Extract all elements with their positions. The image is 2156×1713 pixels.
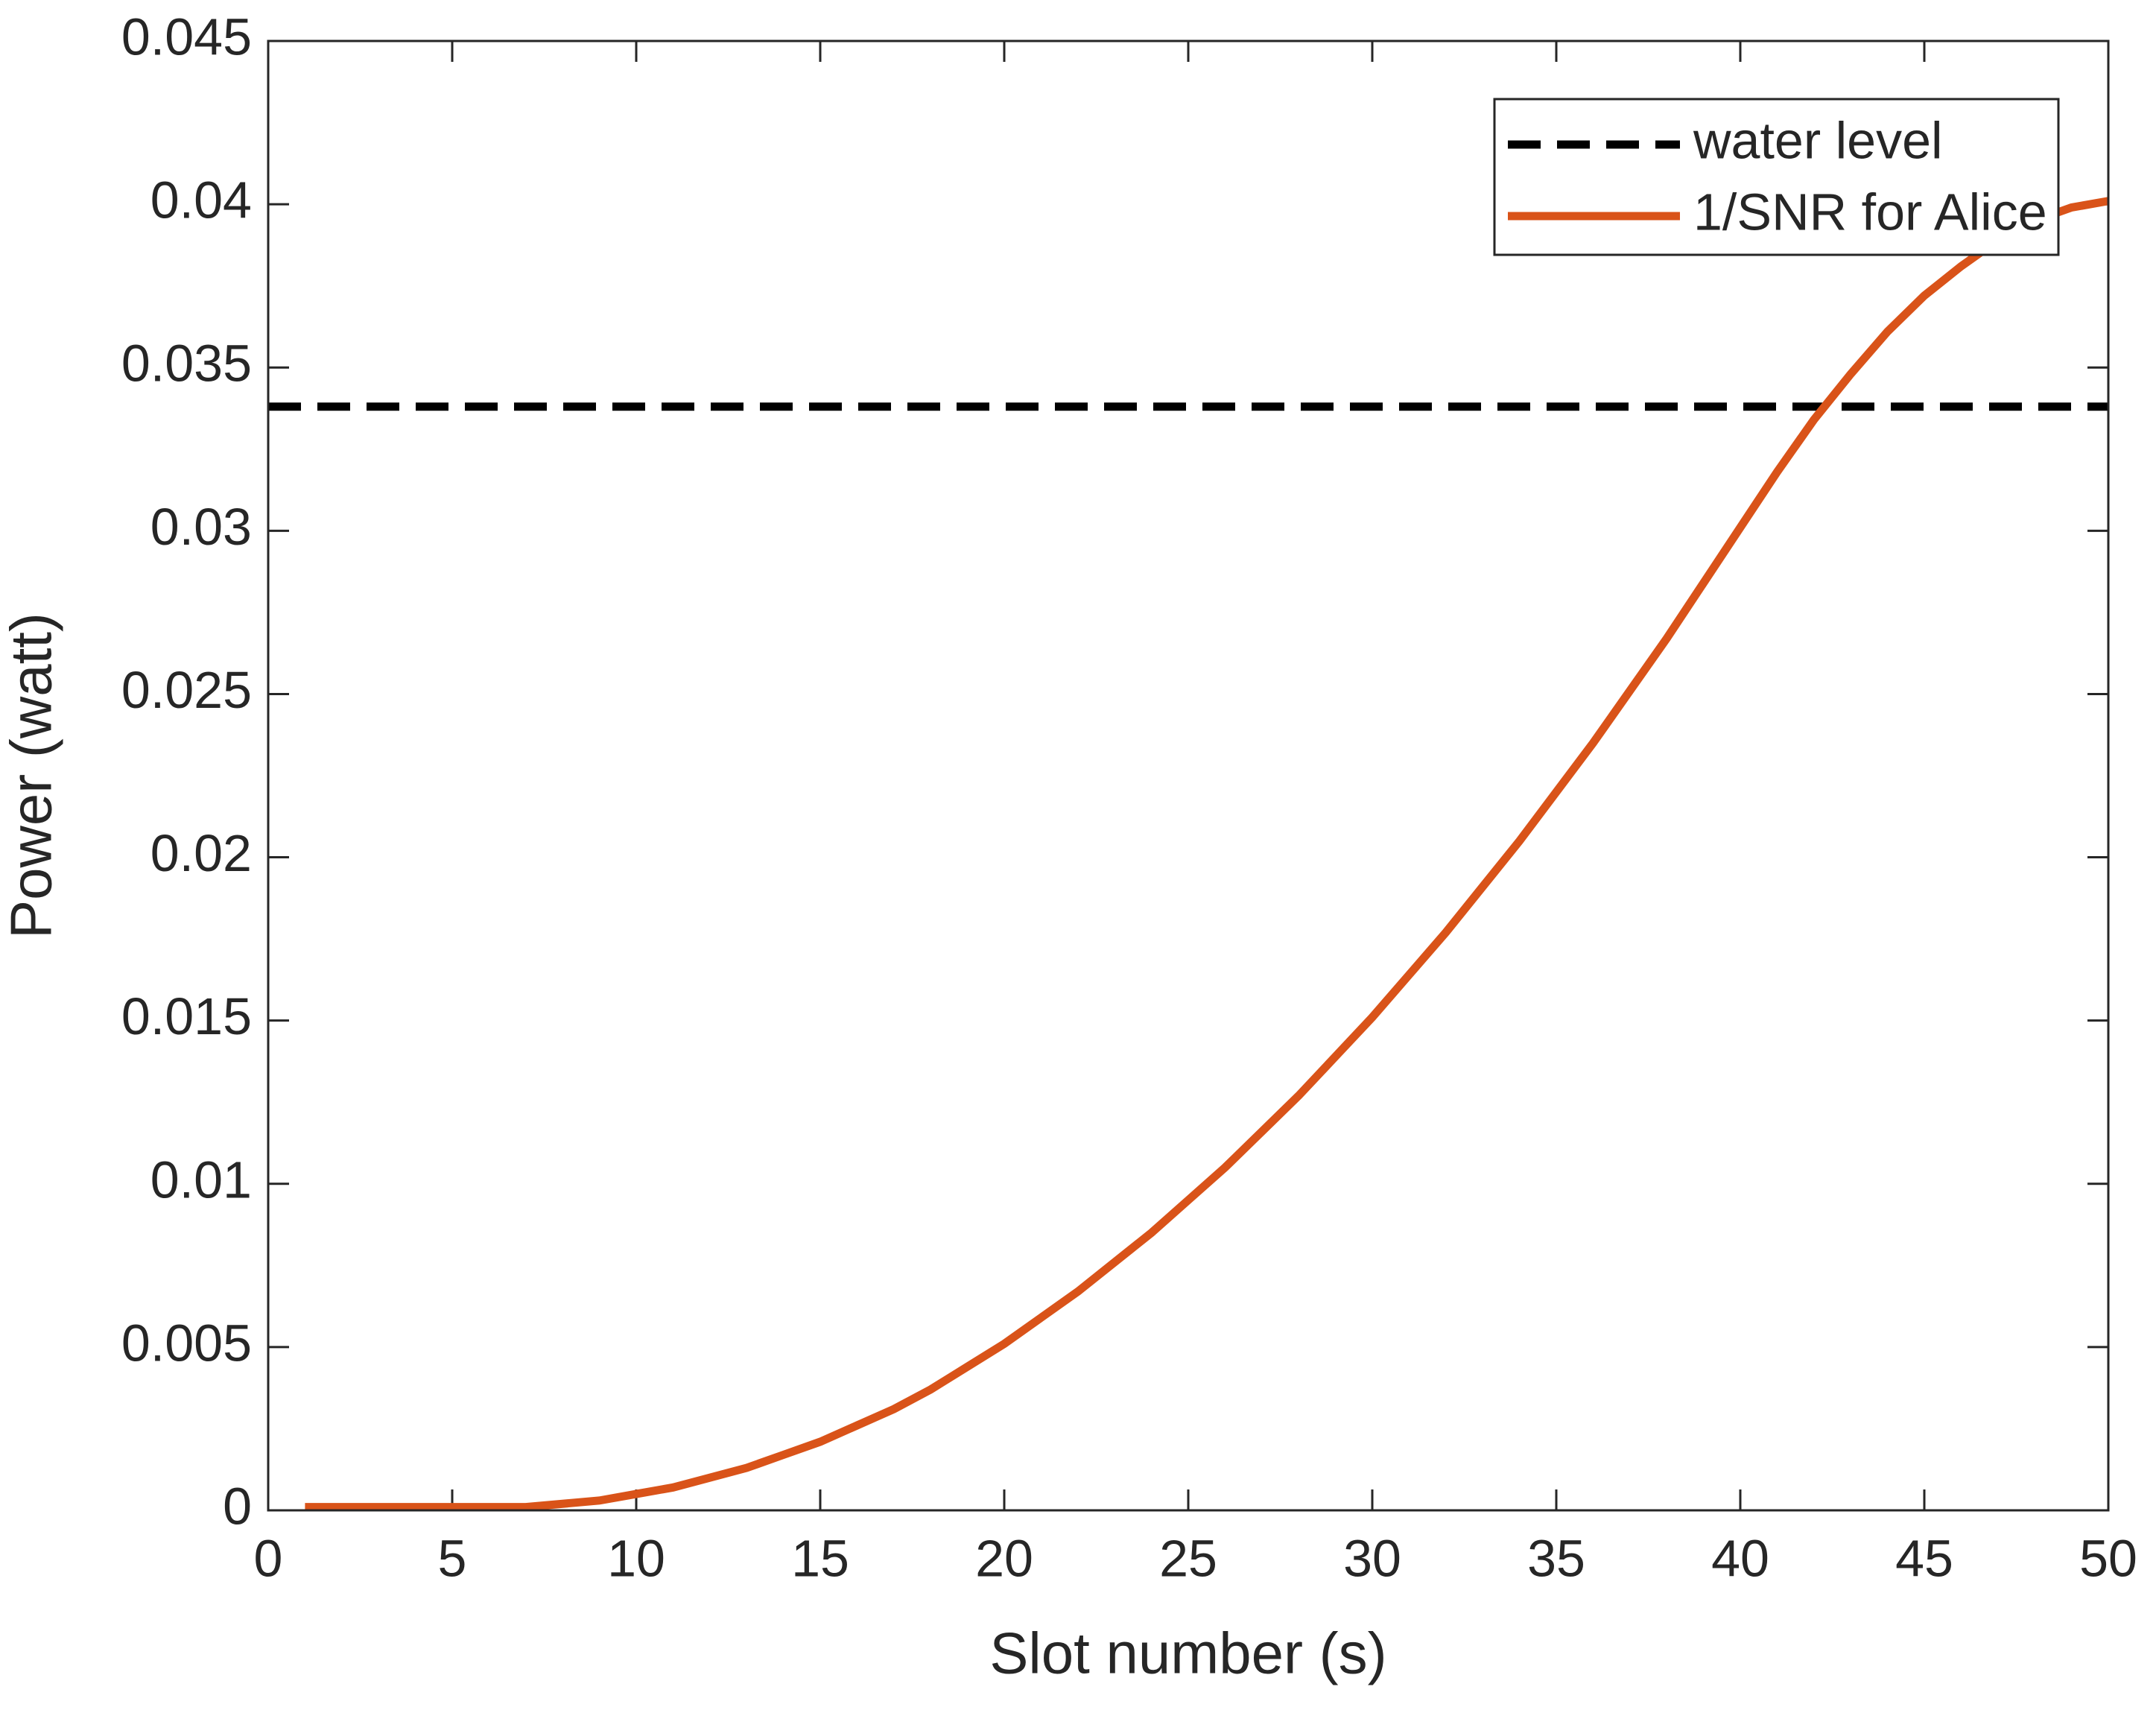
x-tick-label: 20 <box>975 1529 1033 1587</box>
x-tick-label: 15 <box>791 1529 849 1587</box>
x-tick-label: 40 <box>1711 1529 1769 1587</box>
y-axis-label: Power (watt) <box>0 612 64 939</box>
legend-box <box>1493 98 2060 256</box>
x-tick-label: 50 <box>2079 1529 2137 1587</box>
x-tick-label: 25 <box>1159 1529 1217 1587</box>
x-tick-label: 30 <box>1343 1529 1401 1587</box>
y-tick-label: 0.02 <box>150 824 252 882</box>
x-tick-label: 35 <box>1527 1529 1585 1587</box>
x-axis-label: Slot number (s) <box>989 1621 1386 1686</box>
plot-frame <box>267 39 2110 1512</box>
x-tick-label: 0 <box>254 1529 283 1587</box>
y-tick-label: 0.045 <box>121 7 252 66</box>
y-tick-label: 0.01 <box>150 1150 252 1209</box>
x-tick-label: 5 <box>438 1529 467 1587</box>
legend-label: 1/SNR for Alice <box>1693 183 2047 241</box>
y-tick-label: 0.015 <box>121 987 252 1045</box>
y-tick-label: 0 <box>223 1477 252 1535</box>
line-series <box>305 197 2109 1512</box>
y-tick-label: 0.03 <box>150 498 252 556</box>
x-tick-label: 45 <box>1895 1529 1953 1587</box>
legend-label: water level <box>1693 111 1943 169</box>
x-tick-label: 10 <box>607 1529 665 1587</box>
y-tick-label: 0.035 <box>121 335 252 393</box>
y-tick-label: 0.005 <box>121 1314 252 1372</box>
y-tick-label: 0.025 <box>121 661 252 719</box>
y-tick-label: 0.04 <box>150 171 252 229</box>
